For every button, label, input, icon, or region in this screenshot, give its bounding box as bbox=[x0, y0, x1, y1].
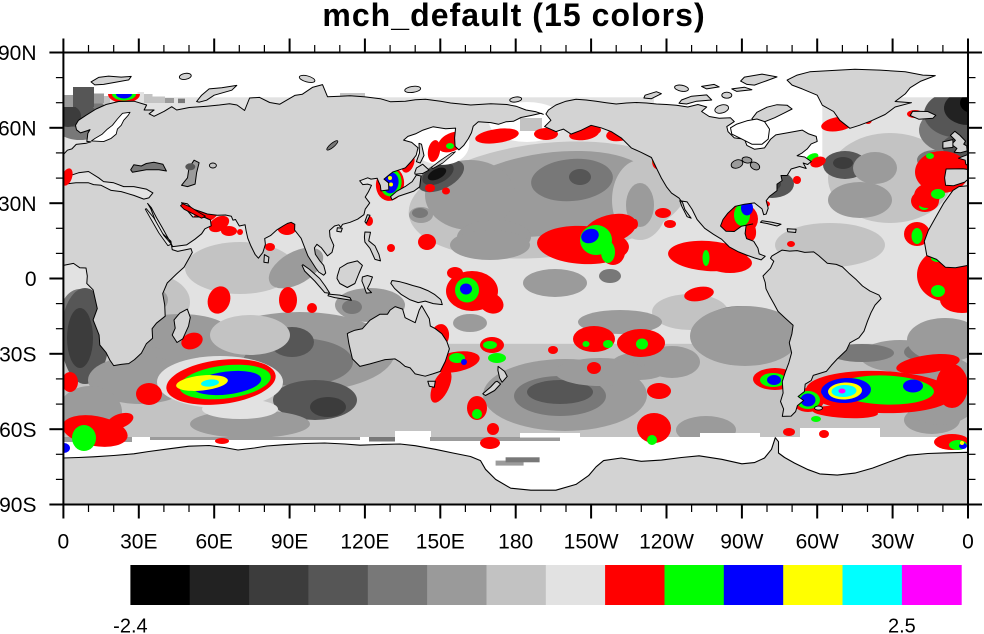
svg-text:30E: 30E bbox=[120, 530, 157, 553]
svg-text:30S: 30S bbox=[0, 343, 37, 366]
svg-text:2.5: 2.5 bbox=[888, 615, 916, 634]
svg-text:0: 0 bbox=[58, 530, 70, 553]
svg-text:120W: 120W bbox=[639, 530, 694, 553]
svg-text:180: 180 bbox=[498, 530, 533, 553]
svg-text:150E: 150E bbox=[416, 530, 465, 553]
svg-text:60N: 60N bbox=[0, 117, 37, 140]
svg-text:90N: 90N bbox=[0, 42, 37, 65]
svg-text:60E: 60E bbox=[196, 530, 233, 553]
svg-text:90E: 90E bbox=[271, 530, 308, 553]
svg-text:90S: 90S bbox=[0, 494, 37, 517]
svg-text:120E: 120E bbox=[340, 530, 389, 553]
svg-text:30W: 30W bbox=[871, 530, 914, 553]
svg-text:0: 0 bbox=[962, 530, 974, 553]
svg-text:60W: 60W bbox=[796, 530, 839, 553]
svg-text:0: 0 bbox=[25, 268, 37, 291]
svg-text:30N: 30N bbox=[0, 193, 37, 216]
svg-text:60S: 60S bbox=[0, 419, 37, 442]
svg-text:90W: 90W bbox=[720, 530, 763, 553]
svg-text:150W: 150W bbox=[564, 530, 619, 553]
svg-text:-2.4: -2.4 bbox=[113, 615, 147, 634]
